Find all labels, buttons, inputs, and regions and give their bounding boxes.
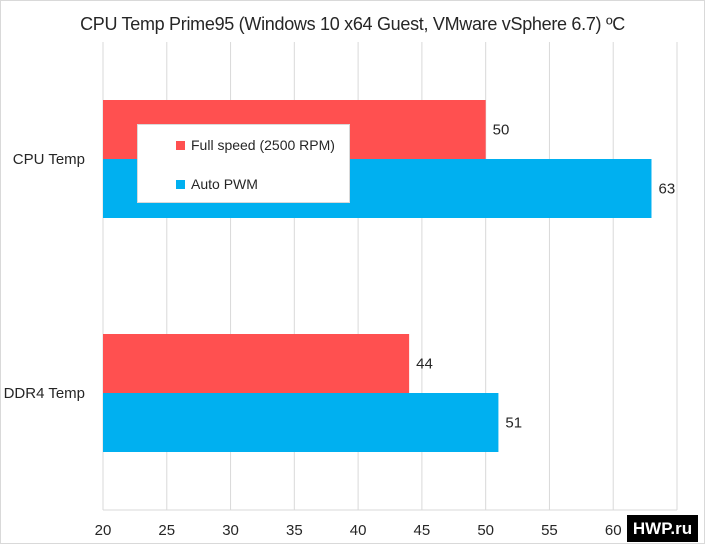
legend-swatch-full-speed (176, 140, 185, 150)
x-tick-label: 60 (605, 522, 622, 539)
x-tick-label: 45 (414, 522, 431, 539)
bar-full-speed (103, 334, 410, 393)
x-tick-label: 55 (541, 522, 558, 539)
x-tick-label: 30 (222, 522, 239, 539)
data-label: 50 (493, 122, 510, 139)
legend-label-auto-pwm: Auto PWM (191, 176, 258, 192)
labels: 202530354045505560655063CPU Temp4451DDR4… (4, 122, 686, 540)
x-tick-label: 20 (95, 522, 112, 539)
x-tick-label: 25 (158, 522, 175, 539)
bar-auto-pwm (103, 393, 499, 452)
legend-item-full-speed: Full speed (2500 RPM) (176, 137, 335, 153)
data-label: 63 (658, 181, 675, 198)
watermark-logo: HWP.ru (627, 515, 698, 542)
x-tick-label: 35 (286, 522, 303, 539)
category-label: DDR4 Temp (4, 385, 85, 402)
data-label: 51 (505, 415, 522, 432)
x-tick-label: 40 (350, 522, 367, 539)
legend-label-full-speed: Full speed (2500 RPM) (191, 137, 335, 153)
data-label: 44 (416, 356, 433, 373)
legend: Full speed (2500 RPM) Auto PWM (137, 124, 350, 203)
chart-title: CPU Temp Prime95 (Windows 10 x64 Guest, … (80, 14, 625, 34)
legend-item-auto-pwm: Auto PWM (176, 176, 258, 192)
legend-swatch-auto-pwm (176, 179, 185, 189)
category-label: CPU Temp (13, 151, 85, 168)
x-tick-label: 50 (477, 522, 494, 539)
